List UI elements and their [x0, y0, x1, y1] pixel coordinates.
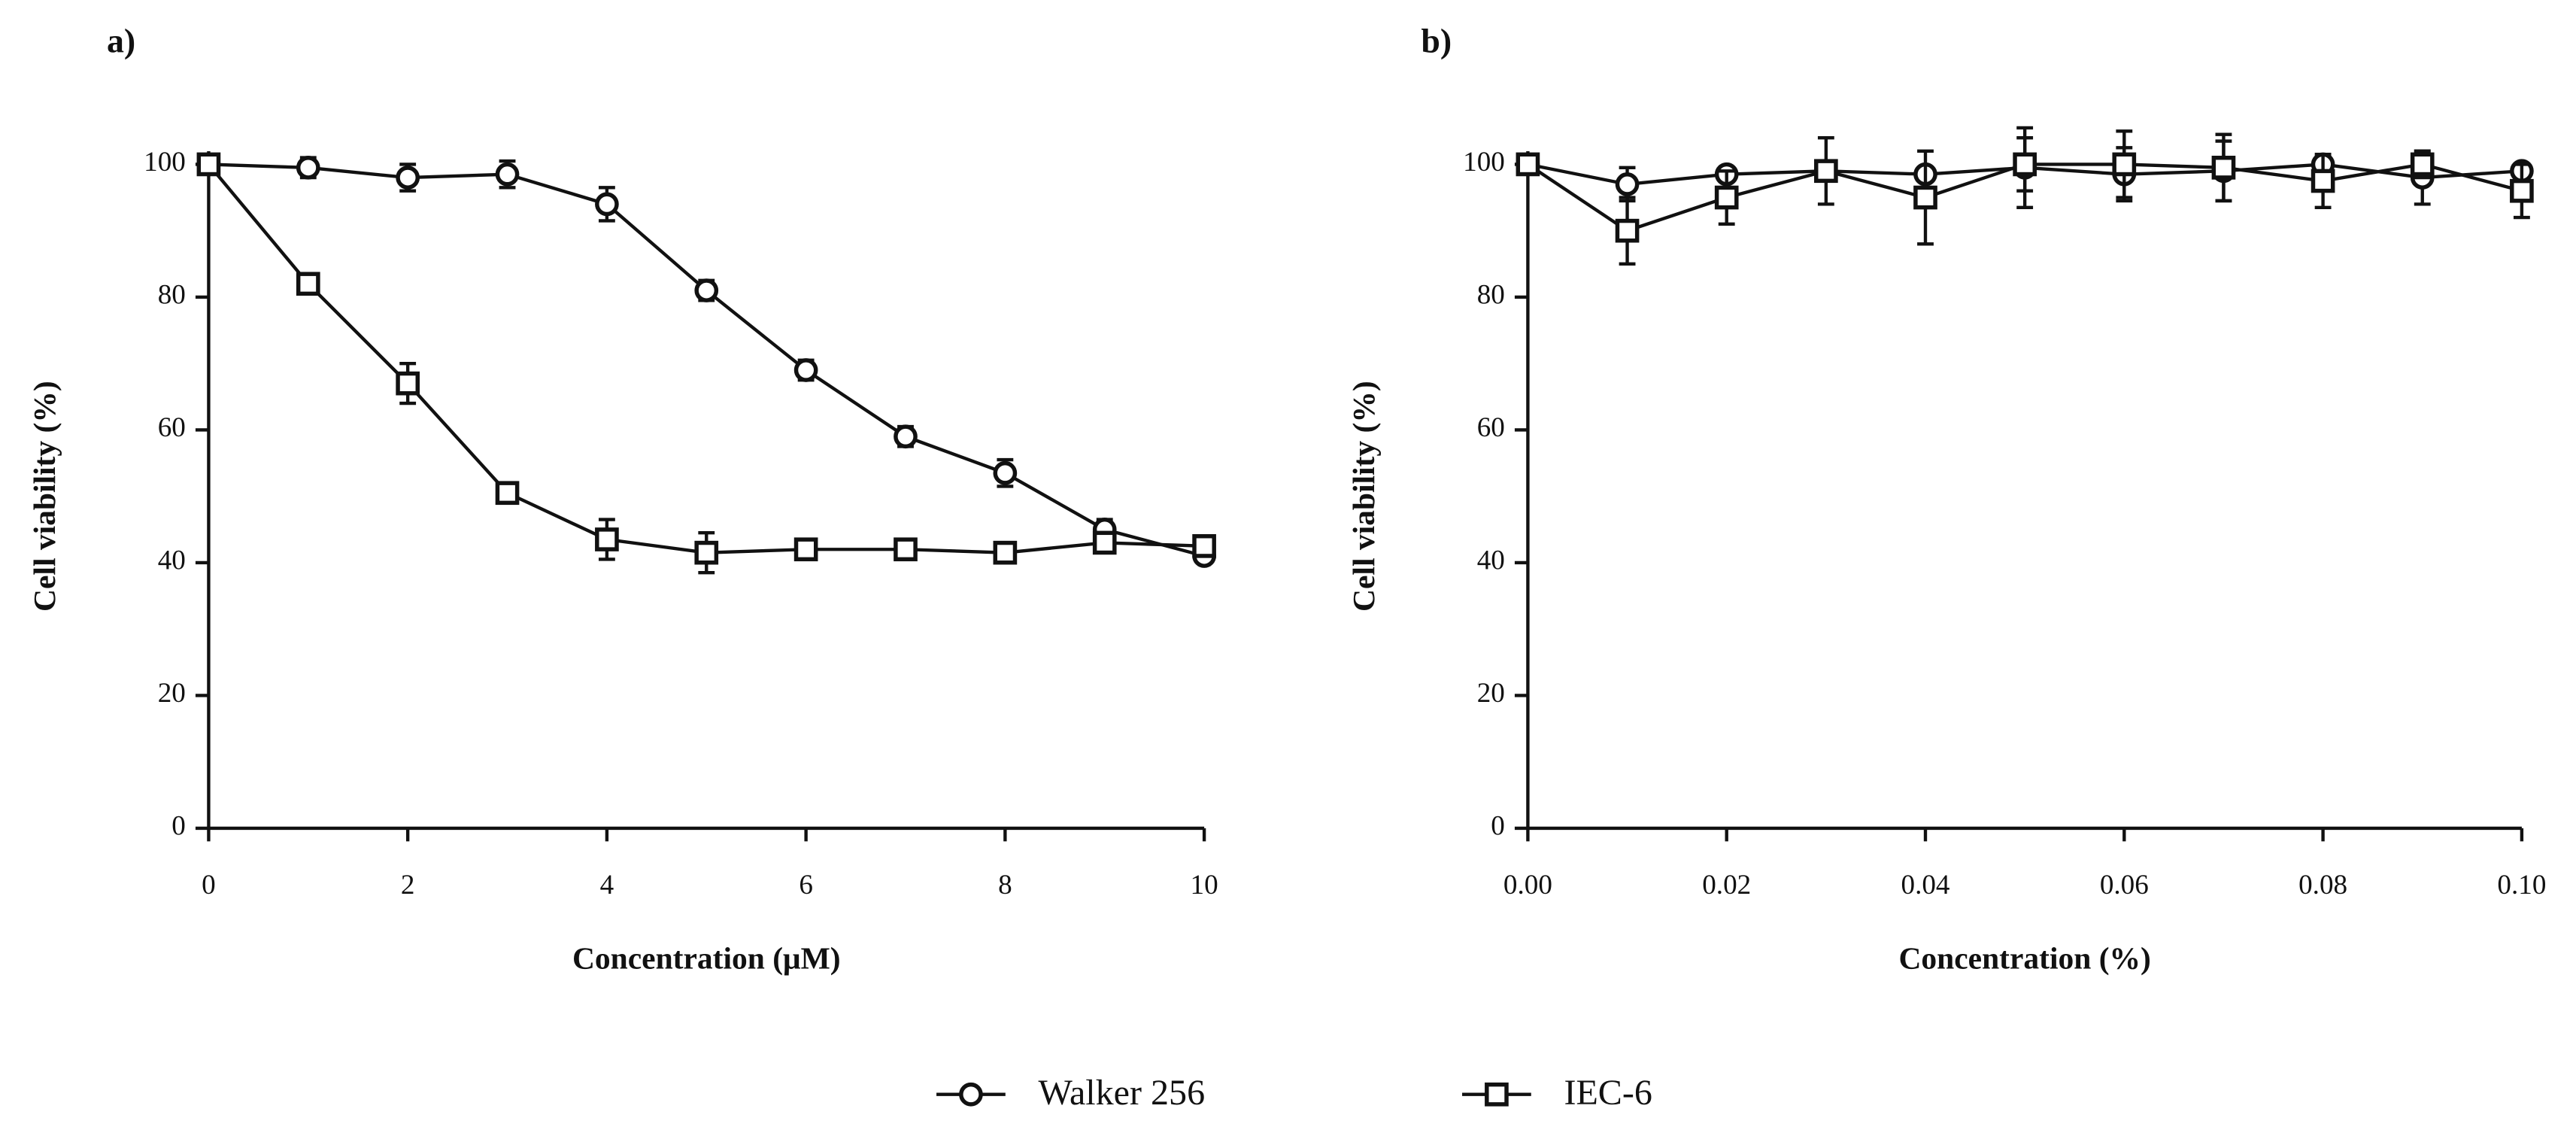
x-tick-label: 10 [1191, 870, 1218, 901]
x-tick-label: 0.06 [2100, 870, 2149, 901]
data-point [793, 537, 818, 562]
y-tick-label: 60 [158, 412, 186, 443]
series-line [208, 163, 1205, 558]
x-tick-label: 6 [799, 870, 813, 901]
data-point [2112, 152, 2137, 177]
data-point [894, 537, 918, 562]
y-tick-label: 40 [158, 545, 186, 576]
x-tick-label: 0.04 [1901, 870, 1950, 901]
data-point [2510, 178, 2534, 203]
data-point [495, 162, 520, 187]
y-tick-label: 20 [1477, 678, 1505, 709]
x-axis-label: Concentration (%) [1898, 940, 2150, 976]
data-point [1814, 159, 1838, 184]
data-point [1913, 185, 1937, 210]
data-point [1615, 172, 1640, 196]
legend-marker [1485, 1082, 1509, 1107]
data-point [694, 278, 719, 302]
data-point [2211, 156, 2236, 180]
y-axis-label: Cell viability (%) [27, 381, 62, 612]
data-point [1714, 185, 1739, 210]
x-axis-label: Concentration (μM) [572, 940, 841, 976]
data-point [793, 358, 818, 382]
y-tick-label: 80 [158, 279, 186, 310]
x-tick-label: 0.08 [2298, 870, 2347, 901]
legend-label: Walker 256 [1038, 1073, 1205, 1113]
y-tick-label: 0 [1491, 810, 1505, 841]
y-tick-label: 100 [1463, 147, 1505, 178]
data-point [1516, 152, 1540, 177]
data-point [595, 527, 619, 551]
data-point [495, 481, 520, 506]
y-tick-label: 100 [144, 147, 186, 178]
x-tick-label: 8 [998, 870, 1012, 901]
x-tick-label: 2 [401, 870, 415, 901]
data-point [296, 272, 320, 296]
data-point [595, 192, 619, 217]
data-point [396, 371, 420, 396]
panel-label: a) [107, 22, 135, 60]
data-point [894, 424, 918, 449]
data-point [1615, 218, 1640, 243]
series-line [207, 163, 1205, 554]
data-point [694, 540, 719, 565]
x-tick-label: 0.00 [1503, 870, 1552, 901]
y-axis-label: Cell viability (%) [1346, 381, 1382, 612]
data-point [1192, 534, 1216, 558]
data-point [2013, 152, 2037, 177]
data-point [196, 152, 221, 177]
y-tick-label: 0 [171, 810, 186, 841]
x-tick-label: 0 [202, 870, 216, 901]
panel-label: b) [1421, 22, 1452, 60]
data-point [396, 166, 420, 190]
data-point [296, 156, 320, 180]
legend-label: IEC-6 [1564, 1073, 1652, 1113]
data-point [993, 540, 1018, 565]
y-tick-label: 20 [158, 678, 186, 709]
y-tick-label: 60 [1477, 412, 1505, 443]
y-tick-label: 80 [1477, 279, 1505, 310]
x-tick-label: 4 [600, 870, 614, 901]
data-point [2311, 169, 2335, 193]
data-point [993, 460, 1018, 485]
y-tick-label: 40 [1477, 545, 1505, 576]
x-tick-label: 0.02 [1702, 870, 1751, 901]
x-tick-label: 0.10 [2497, 870, 2546, 901]
data-point [2410, 152, 2435, 177]
legend-marker [959, 1082, 983, 1107]
data-point [1092, 530, 1117, 555]
